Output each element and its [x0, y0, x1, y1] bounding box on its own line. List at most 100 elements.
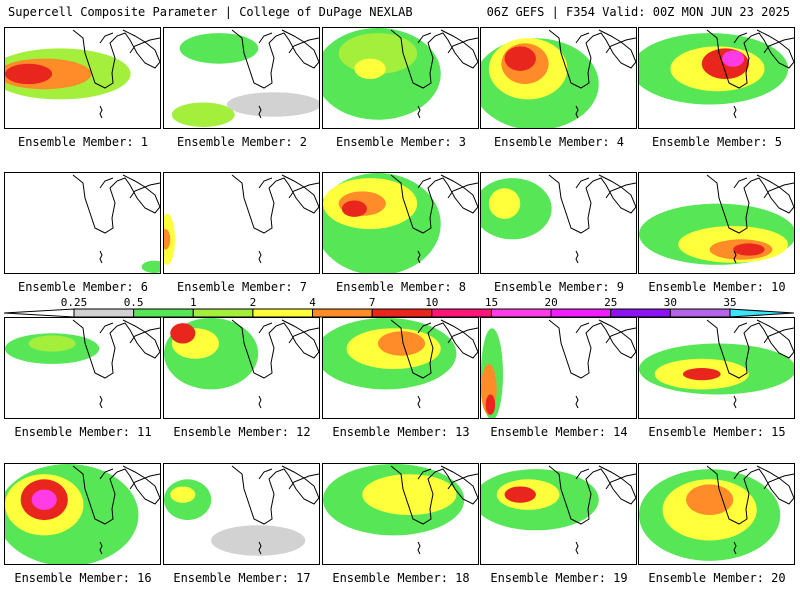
- scp-field: [323, 464, 478, 555]
- scp-field: [323, 28, 478, 120]
- great-lakes-outline: [763, 327, 794, 344]
- scp-field: [639, 174, 794, 265]
- great-lakes-outline: [575, 32, 590, 44]
- great-lakes-outline: [258, 32, 273, 44]
- ensemble-member-map: [4, 317, 161, 419]
- ensemble-member-map: [322, 463, 479, 565]
- ensemble-member-label: Ensemble Member: 17: [173, 571, 311, 585]
- state-border-mark: [99, 395, 103, 409]
- colorbar-swatch: [252, 308, 314, 318]
- colorbar-tick-label: 25: [604, 296, 618, 309]
- state-border-mark: [733, 395, 737, 409]
- great-lakes-outline: [417, 32, 432, 44]
- colorbar-swatch: [133, 308, 194, 318]
- colorbar-tick-label: 35: [723, 296, 737, 309]
- scp-contour: [211, 525, 306, 556]
- ensemble-member-map: [322, 27, 479, 129]
- ensemble-member-label: Ensemble Member: 4: [493, 135, 625, 149]
- ensemble-member-map: [638, 172, 795, 274]
- scp-contour: [28, 335, 76, 352]
- great-lakes-outline: [390, 29, 478, 89]
- great-lakes-outline: [417, 468, 432, 480]
- great-lakes-outline: [72, 465, 160, 525]
- ensemble-member-map: [4, 27, 161, 129]
- great-lakes-outline: [417, 322, 432, 334]
- great-lakes-outline: [548, 174, 636, 234]
- ensemble-member-map: [163, 317, 320, 419]
- great-lakes-outline: [231, 319, 319, 379]
- ensemble-member-map: [480, 317, 637, 419]
- scp-field: [164, 465, 319, 556]
- scp-field: [171, 29, 319, 127]
- great-lakes-outline: [733, 32, 748, 44]
- ensemble-member-map: [163, 27, 320, 129]
- state-border-mark: [258, 105, 262, 119]
- ensemble-member-map: [480, 463, 637, 565]
- great-lakes-outline: [447, 327, 478, 344]
- great-lakes-outline: [548, 29, 636, 89]
- state-border-mark: [733, 105, 737, 119]
- colorbar-swatch: [73, 308, 135, 318]
- great-lakes-outline: [575, 322, 590, 334]
- scp-contour: [722, 50, 745, 67]
- colorbar-tick-label: 15: [484, 296, 499, 309]
- ensemble-member-label: Ensemble Member: 13: [332, 425, 470, 439]
- ensemble-member-map: [480, 27, 637, 129]
- great-lakes-outline: [99, 468, 114, 480]
- ensemble-member-label: Ensemble Member: 14: [490, 425, 628, 439]
- great-lakes-outline: [447, 473, 478, 490]
- model-run-valid-time: 06Z GEFS | F354 Valid: 00Z MON JUN 23 20…: [486, 5, 790, 19]
- great-lakes-outline: [390, 319, 478, 379]
- great-lakes-outline: [733, 468, 748, 480]
- scp-field: [481, 465, 636, 555]
- colorbar-swatch: [610, 308, 671, 318]
- colorbar-swatch: [490, 308, 552, 318]
- scp-field: [164, 318, 319, 409]
- ensemble-member-map: [163, 463, 320, 565]
- scp-field: [323, 318, 478, 409]
- great-lakes-outline: [390, 174, 478, 234]
- ensemble-member-map: [322, 172, 479, 274]
- great-lakes-outline: [129, 473, 160, 490]
- state-border-mark: [99, 250, 103, 264]
- colorbar-tick-label: 1: [189, 296, 197, 309]
- great-lakes-outline: [575, 177, 590, 189]
- scp-contour: [354, 58, 386, 79]
- scp-contour: [31, 489, 57, 510]
- colorbar-tick-label: 4: [309, 296, 316, 309]
- state-border-mark: [575, 395, 579, 409]
- scp-field: [5, 29, 160, 119]
- scp-contour: [170, 323, 196, 344]
- great-lakes-outline: [231, 174, 319, 234]
- great-lakes-outline: [99, 177, 114, 189]
- great-lakes-outline: [231, 29, 319, 89]
- scp-contour: [488, 188, 521, 219]
- ensemble-member-label: Ensemble Member: 18: [332, 571, 470, 585]
- ensemble-member-map: [163, 172, 320, 274]
- great-lakes-outline: [258, 177, 273, 189]
- state-border-mark: [733, 541, 737, 555]
- state-border-mark: [575, 250, 579, 264]
- scp-contour: [341, 200, 367, 217]
- great-lakes-outline: [605, 327, 636, 344]
- state-border-mark: [258, 395, 262, 409]
- state-border-mark: [417, 541, 421, 555]
- colorbar-tick-label: 30: [663, 296, 677, 309]
- great-lakes-outline: [72, 319, 160, 379]
- ensemble-member-label: Ensemble Member: 2: [176, 135, 308, 149]
- ensemble-member-map: [322, 317, 479, 419]
- great-lakes-outline: [548, 465, 636, 525]
- great-lakes-outline: [417, 177, 432, 189]
- ensemble-member-map: [638, 317, 795, 419]
- scp-field: [481, 29, 636, 128]
- colorbar-tick-label: 0.5: [123, 296, 144, 309]
- great-lakes-outline: [447, 182, 478, 199]
- ensemble-member-label: Ensemble Member: 3: [335, 135, 467, 149]
- scp-contour: [179, 33, 259, 64]
- great-lakes-outline: [288, 182, 319, 199]
- great-lakes-outline: [129, 327, 160, 344]
- scp-field: [5, 464, 160, 564]
- ensemble-member-label: Ensemble Member: 8: [335, 280, 467, 294]
- scp-field: [481, 174, 636, 264]
- ensemble-member-label: Ensemble Member: 20: [648, 571, 786, 585]
